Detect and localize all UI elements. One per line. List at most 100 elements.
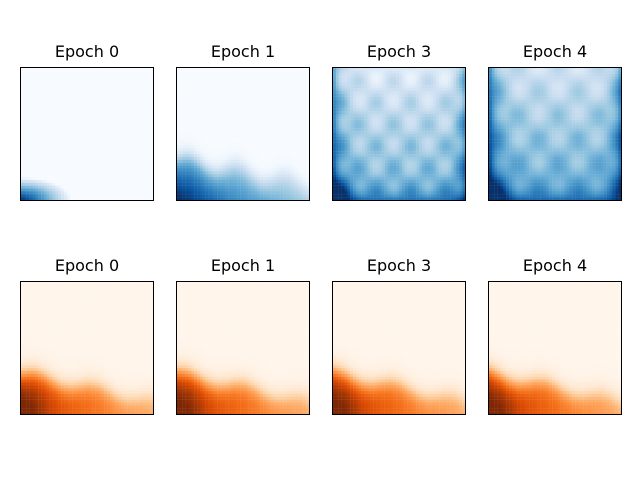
heatmap-cell — [231, 191, 235, 195]
heatmap-cell — [101, 113, 105, 117]
heatmap-cell — [43, 131, 47, 135]
heatmap-cell — [95, 113, 99, 117]
heatmap-cell — [243, 99, 247, 103]
heatmap-cell — [135, 93, 139, 97]
heatmap-cell — [55, 162, 59, 166]
heatmap-cell — [32, 142, 36, 146]
heatmap-cell — [245, 82, 249, 86]
heatmap-cell — [35, 102, 39, 106]
heatmap-cell — [364, 79, 368, 83]
heatmap-cell — [107, 145, 111, 149]
heatmap-cell — [64, 177, 68, 181]
heatmap-cell — [147, 70, 151, 74]
heatmap-cell — [124, 154, 128, 158]
heatmap-cell — [265, 85, 269, 89]
heatmap-cell — [413, 99, 417, 103]
heatmap-cell — [291, 145, 295, 149]
heatmap-cell — [248, 159, 252, 163]
heatmap-cell — [177, 159, 181, 163]
heatmap-cell — [26, 185, 30, 189]
heatmap-cell — [43, 122, 47, 126]
heatmap-cell — [35, 122, 39, 126]
heatmap-cell — [150, 188, 153, 192]
heatmap-cell — [84, 156, 88, 160]
heatmap-cell — [21, 116, 25, 120]
heatmap-cell — [399, 82, 403, 86]
heatmap-cell — [303, 113, 307, 117]
heatmap-cell — [364, 82, 368, 86]
heatmap-cell — [271, 111, 275, 115]
heatmap-cell — [251, 68, 255, 72]
heatmap-cell — [75, 162, 79, 166]
heatmap-cell — [450, 90, 454, 94]
heatmap-cell — [376, 102, 380, 106]
heatmap-cell — [283, 197, 287, 200]
heatmap-cell — [69, 134, 73, 138]
heatmap-cell — [300, 85, 304, 89]
heatmap-cell — [220, 165, 224, 169]
heatmap-cell — [407, 111, 411, 115]
heatmap-cell — [347, 82, 351, 86]
heatmap-cell — [194, 111, 198, 115]
heatmap-cell — [107, 162, 111, 166]
heatmap-cell — [251, 79, 255, 83]
heatmap-cell — [21, 96, 25, 100]
heatmap-cell — [277, 96, 281, 100]
heatmap-cell — [240, 131, 244, 135]
heatmap-cell — [333, 70, 337, 74]
heatmap-cell — [55, 122, 59, 126]
heatmap-cell — [424, 88, 428, 92]
heatmap-cell — [248, 119, 252, 123]
heatmap-cell — [194, 68, 198, 72]
heatmap-cell — [306, 182, 309, 186]
heatmap-cell — [29, 90, 33, 94]
heatmap-cell — [234, 142, 238, 146]
heatmap-cell — [38, 108, 42, 112]
heatmap-cell — [217, 148, 221, 152]
heatmap-cell — [344, 105, 348, 109]
heatmap-cell — [211, 93, 215, 97]
heatmap-cell — [89, 185, 93, 189]
heatmap-cell — [268, 122, 272, 126]
heatmap-cell — [205, 171, 209, 175]
heatmap-cell — [254, 125, 258, 129]
heatmap-cell — [141, 139, 145, 143]
heatmap-cell — [132, 179, 136, 183]
heatmap-cell — [147, 88, 151, 92]
heatmap-cell — [150, 148, 153, 152]
heatmap-cell — [211, 177, 215, 181]
heatmap-cell — [450, 79, 454, 83]
heatmap-cell — [265, 162, 269, 166]
heatmap-cell — [135, 111, 139, 115]
heatmap-cell — [202, 171, 206, 175]
heatmap-cell — [75, 82, 79, 86]
heatmap-cell — [95, 139, 99, 143]
heatmap-cell — [38, 165, 42, 169]
heatmap-cell — [243, 177, 247, 181]
heatmap-cell — [208, 191, 212, 195]
heatmap-cell — [202, 197, 206, 200]
heatmap-cell — [69, 139, 73, 143]
heatmap-cell — [364, 88, 368, 92]
heatmap-cell — [333, 85, 337, 89]
heatmap-cell — [306, 108, 309, 112]
heatmap-cell — [179, 151, 183, 155]
heatmap-cell — [286, 105, 290, 109]
heatmap-cell — [220, 162, 224, 166]
heatmap-cell — [268, 156, 272, 160]
heatmap-cell — [202, 191, 206, 195]
heatmap-cell — [87, 108, 91, 112]
heatmap-cell — [396, 88, 400, 92]
heatmap-cell — [237, 73, 241, 77]
heatmap-cell — [231, 96, 235, 100]
heatmap-cell — [245, 162, 249, 166]
heatmap-cell — [300, 165, 304, 169]
heatmap-cell — [43, 156, 47, 160]
heatmap-cell — [124, 142, 128, 146]
heatmap-cell — [225, 171, 229, 175]
heatmap-cell — [177, 139, 181, 143]
heatmap-cell — [69, 122, 73, 126]
heatmap-cell — [55, 185, 59, 189]
heatmap-cell — [21, 194, 25, 198]
heatmap-cell — [211, 119, 215, 123]
